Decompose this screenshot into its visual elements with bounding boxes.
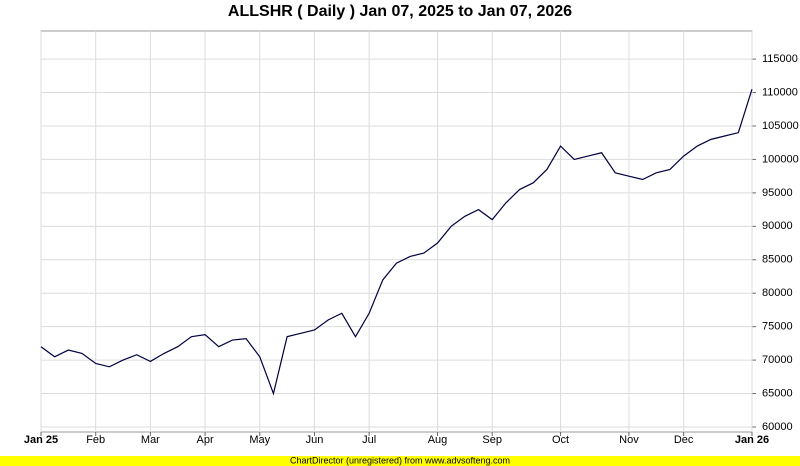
y-tick-label: 90000 <box>762 220 793 232</box>
y-tick-label: 100000 <box>762 153 799 165</box>
chart-title: ALLSHR ( Daily ) Jan 07, 2025 to Jan 07,… <box>228 3 572 20</box>
x-tick-label: Jul <box>362 434 376 446</box>
plot-area <box>40 30 753 433</box>
y-tick-label: 105000 <box>762 120 799 132</box>
x-tick-label: Apr <box>197 434 214 446</box>
y-tick-label: 110000 <box>762 86 798 98</box>
y-tick-label: 70000 <box>762 354 793 366</box>
y-tick-label: 75000 <box>762 321 793 333</box>
x-tick-label: Mar <box>141 434 160 446</box>
y-tick-label: 95000 <box>762 187 793 199</box>
y-tick-label: 60000 <box>762 421 793 433</box>
y-tick-label: 80000 <box>762 287 793 299</box>
x-tick-label: Dec <box>674 434 694 446</box>
x-tick-label: Aug <box>428 434 448 446</box>
series-line <box>40 89 753 396</box>
footer-bar <box>0 456 800 466</box>
y-tick-label: 85000 <box>762 254 793 266</box>
x-tick-label: Jan 25 <box>24 434 58 446</box>
x-tick-label: Oct <box>552 434 569 446</box>
x-tick-label: Sep <box>482 434 502 446</box>
x-tick-label: Jan 26 <box>735 434 769 446</box>
y-tick-label: 115000 <box>762 53 798 65</box>
x-tick-label: Feb <box>86 434 105 446</box>
footer: ChartDirector (unregistered) from www.ad… <box>290 455 510 465</box>
x-tick-label: Nov <box>619 434 639 446</box>
x-tick-label: Jun <box>306 434 324 446</box>
y-tick-label: 65000 <box>762 387 793 399</box>
x-tick-label: May <box>249 434 270 446</box>
